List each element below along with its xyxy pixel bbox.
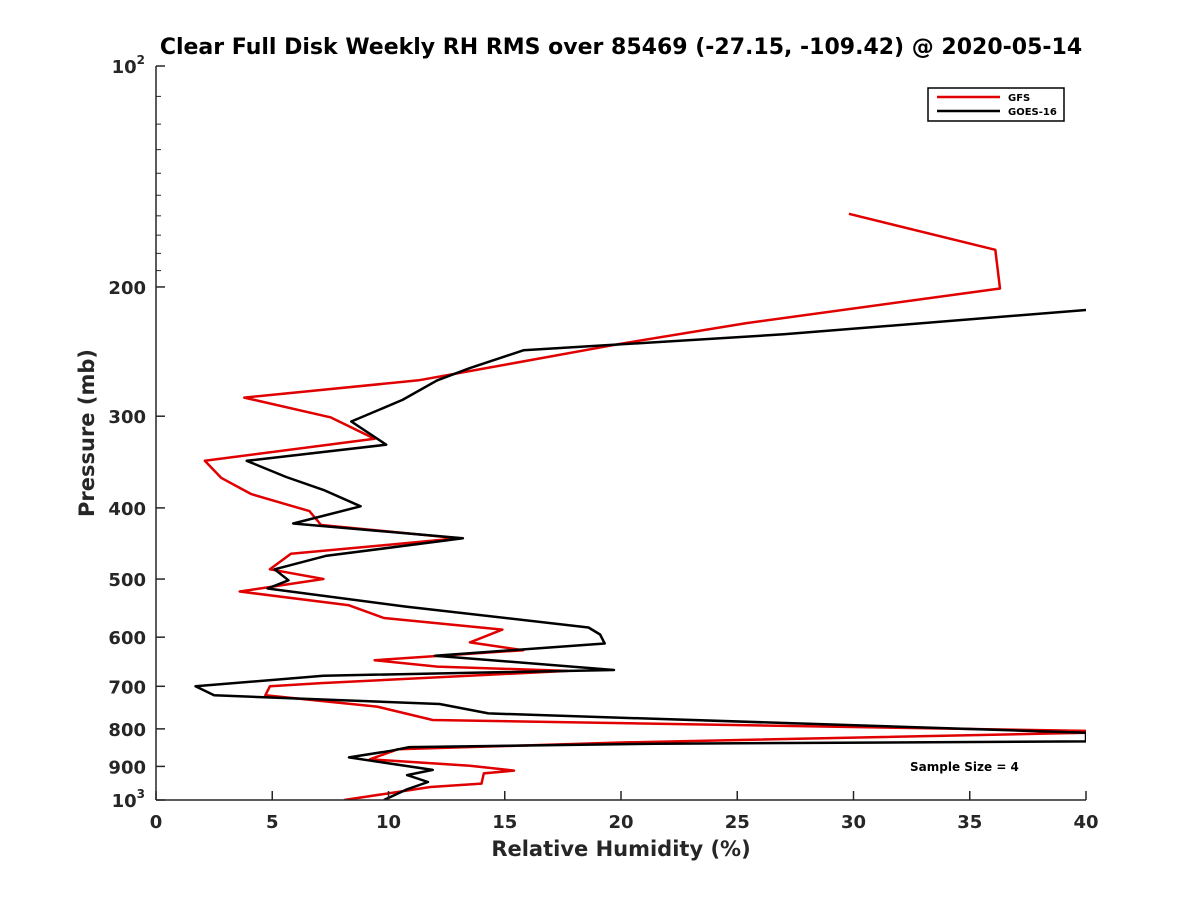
- y-tick-label: 800: [108, 720, 146, 741]
- x-tick-label: 15: [492, 812, 517, 833]
- axes: [155, 66, 1086, 801]
- y-tick-label: 300: [108, 407, 146, 428]
- y-tick-label: 103: [112, 787, 145, 812]
- legend-label-gfs: GFS: [1008, 93, 1030, 104]
- y-tick-label: 200: [108, 278, 146, 299]
- x-tick-label: 10: [376, 812, 401, 833]
- plot-area: [194, 212, 1086, 800]
- x-tick-label: 0: [150, 812, 163, 833]
- x-tick-label: 30: [841, 812, 866, 833]
- x-axis-ticks: 0 5 10 15 20 25 30 35 40: [150, 791, 1099, 833]
- y-tick-label: 400: [108, 499, 146, 520]
- x-tick-label: 35: [957, 812, 982, 833]
- sample-size-annotation: Sample Size = 4: [910, 760, 1019, 774]
- x-tick-label: 25: [725, 812, 750, 833]
- x-tick-label: 40: [1073, 812, 1098, 833]
- y-tick-label: 102: [112, 53, 145, 78]
- series-line-gfs: [203, 212, 1086, 800]
- y-tick-label: 700: [108, 677, 146, 698]
- y-tick-label: 600: [108, 628, 146, 649]
- x-tick-label: 5: [266, 812, 279, 833]
- x-tick-label: 20: [608, 812, 633, 833]
- legend-box: [927, 87, 1065, 122]
- y-axis-label: Pressure (mb): [75, 349, 99, 517]
- y-tick-label: 500: [108, 570, 146, 591]
- series-line-goes-16: [194, 308, 1086, 800]
- chart-title: Clear Full Disk Weekly RH RMS over 85469…: [160, 35, 1082, 60]
- y-axis-ticks: 102 200 300 400 500 600 700 800 900 103: [108, 53, 165, 812]
- legend-label-goes16: GOES-16: [1008, 107, 1057, 118]
- x-axis-label: Relative Humidity (%): [491, 837, 750, 861]
- legend: GFS GOES-16: [927, 87, 1065, 122]
- y-tick-label: 900: [108, 757, 146, 778]
